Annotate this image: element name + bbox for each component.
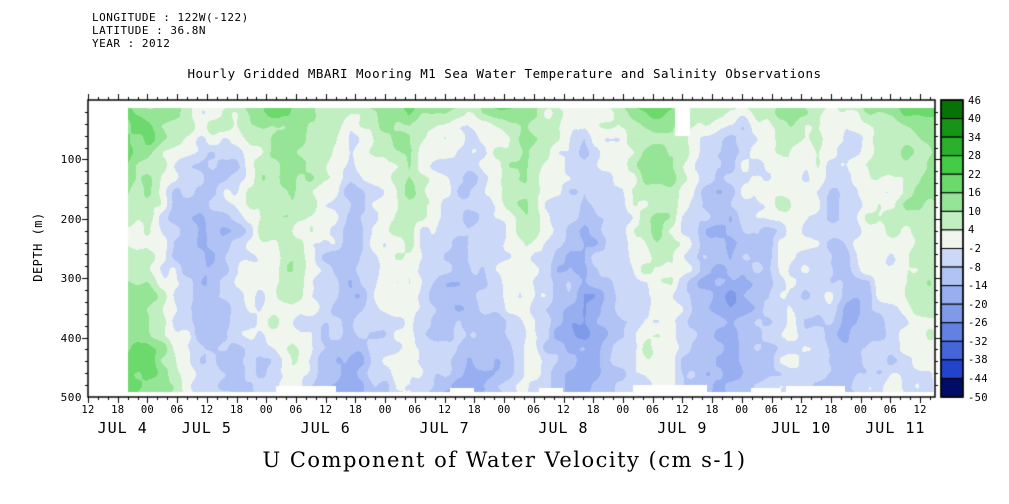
y-tick-label: 400 — [60, 331, 82, 345]
x-hour-tick-label: 12 — [438, 404, 452, 416]
x-hour-tick-label: 18 — [467, 404, 481, 416]
plot-title: Hourly Gridded MBARI Mooring M1 Sea Wate… — [187, 66, 822, 81]
x-hour-tick-label: 12 — [81, 404, 95, 416]
colorbar-tick-label: 28 — [968, 150, 982, 163]
latitude-label: LATITUDE : 36.8N — [92, 24, 206, 37]
x-hour-tick-label: 12 — [319, 404, 333, 416]
x-hour-tick-label: 00 — [140, 404, 155, 416]
colorbar-tick-label: -50 — [968, 391, 988, 404]
longitude-label: LONGITUDE : 122W(-122) — [92, 11, 249, 24]
colorbar-tick-label: -8 — [968, 261, 982, 274]
y-tick-label: 500 — [60, 391, 82, 404]
x-day-label: JUL 5 — [181, 419, 232, 437]
x-day-label: JUL 4 — [97, 419, 148, 437]
metadata-block: LONGITUDE : 122W(-122) LATITUDE : 36.8N … — [92, 11, 249, 50]
x-hour-tick-label: 18 — [824, 404, 838, 416]
x-hour-tick-label: 06 — [527, 404, 541, 416]
x-hour-tick-label: 00 — [497, 404, 511, 416]
x-hour-tick-label: 06 — [883, 404, 898, 416]
x-day-label: JUL 7 — [419, 419, 470, 437]
colorbar-tick-label: -20 — [968, 298, 988, 311]
x-hour-tick-label: 06 — [764, 404, 779, 416]
colorbar-tick-label: -2 — [968, 243, 982, 255]
x-hour-tick-label: 18 — [348, 404, 363, 416]
y-axis-title: DEPTH (m) — [31, 212, 45, 282]
x-hour-tick-label: 06 — [408, 404, 422, 416]
x-day-label: JUL 8 — [538, 419, 589, 437]
bottom-axis-title: U Component of Water Velocity (cm s-1) — [262, 448, 747, 472]
colorbar-tick-label: 22 — [968, 168, 982, 181]
x-hour-tick-label: 18 — [705, 404, 719, 416]
heatmap-canvas — [88, 100, 935, 397]
colorbar-tick-label: 46 — [968, 94, 982, 107]
x-hour-tick-label: 12 — [675, 404, 689, 416]
colorbar-tick-label: 34 — [968, 131, 982, 144]
colorbar-tick-label: 4 — [968, 224, 975, 237]
x-hour-tick-label: 00 — [735, 404, 749, 416]
x-hour-tick-label: 12 — [200, 404, 214, 416]
colorbar-tick-label: -32 — [968, 335, 988, 348]
colorbar-tick-label: 40 — [968, 113, 982, 126]
x-hour-tick-label: 18 — [586, 404, 600, 416]
x-hour-tick-label: 12 — [556, 404, 571, 416]
x-hour-tick-label: 00 — [378, 404, 392, 416]
colorbar-tick-label: -38 — [968, 354, 988, 367]
y-tick-label: 300 — [60, 272, 82, 286]
x-day-label: JUL 11 — [865, 419, 926, 437]
x-day-label: JUL 10 — [771, 419, 832, 437]
x-hour-tick-label: 00 — [259, 404, 273, 416]
colorbar-tick-label: -44 — [968, 372, 988, 385]
colorbar-tick-label: 16 — [968, 187, 982, 200]
x-hour-tick-label: 06 — [289, 404, 303, 416]
x-day-label: JUL 9 — [657, 419, 708, 437]
x-hour-tick-label: 12 — [794, 404, 808, 416]
colorbar-tick-label: -14 — [968, 280, 988, 293]
x-hour-tick-label: 06 — [170, 404, 184, 416]
y-tick-label: 100 — [60, 153, 82, 167]
x-day-label: JUL 6 — [300, 419, 351, 437]
colorbar-tick-label: 10 — [968, 205, 982, 218]
colorbar-tick-label: -26 — [968, 317, 988, 330]
year-label: YEAR : 2012 — [92, 37, 171, 50]
x-hour-tick-label: 12 — [913, 404, 927, 416]
x-hour-tick-label: 18 — [229, 404, 244, 416]
x-hour-tick-label: 18 — [111, 404, 125, 416]
x-hour-tick-label: 06 — [646, 404, 660, 416]
y-tick-label: 200 — [60, 212, 82, 226]
x-hour-tick-label: 00 — [616, 404, 630, 416]
x-hour-tick-label: 00 — [854, 404, 868, 416]
